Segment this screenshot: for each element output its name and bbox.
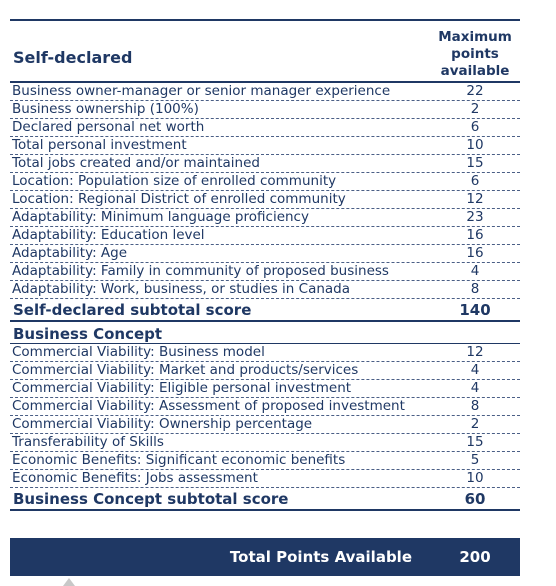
- criterion-label: Transferability of Skills: [12, 434, 164, 450]
- page-edge-triangle-icon: [63, 578, 75, 586]
- criterion-points: 4: [470, 380, 480, 396]
- table-row: Adaptability: Age 16: [10, 245, 520, 263]
- criterion-points: 6: [470, 119, 480, 135]
- subtotal-label: Business Concept subtotal score: [13, 490, 289, 508]
- business-concept-subtotal-row: Business Concept subtotal score 60: [10, 488, 520, 511]
- table-row: Business ownership (100%) 2: [10, 101, 520, 119]
- criterion-label: Adaptability: Minimum language proficien…: [12, 209, 309, 225]
- criterion-label: Location: Regional District of enrolled …: [12, 191, 346, 207]
- criterion-points: 2: [470, 101, 480, 117]
- table-row: Economic Benefits: Jobs assessment 10: [10, 470, 520, 488]
- criterion-points: 15: [466, 434, 484, 450]
- criterion-label: Total jobs created and/or maintained: [12, 155, 260, 171]
- table-row: Commercial Viability: Assessment of prop…: [10, 398, 520, 416]
- table-row: Commercial Viability: Market and product…: [10, 362, 520, 380]
- criterion-points: 22: [466, 83, 484, 99]
- criterion-label: Adaptability: Family in community of pro…: [12, 263, 389, 279]
- self-declared-subtotal-row: Self-declared subtotal score 140: [10, 299, 520, 322]
- criterion-points: 4: [470, 362, 480, 378]
- table-row: Adaptability: Minimum language proficien…: [10, 209, 520, 227]
- table-row: Commercial Viability: Eligible personal …: [10, 380, 520, 398]
- criterion-points: 12: [466, 191, 484, 207]
- criterion-points: 16: [466, 245, 484, 261]
- self-declared-heading: Self-declared: [13, 48, 133, 67]
- criterion-label: Economic Benefits: Jobs assessment: [12, 470, 258, 486]
- criterion-label: Commercial Viability: Market and product…: [12, 362, 359, 378]
- table-row: Location: Population size of enrolled co…: [10, 173, 520, 191]
- table-row: Total jobs created and/or maintained 15: [10, 155, 520, 173]
- self-declared-rows: Business owner-manager or senior manager…: [10, 83, 520, 299]
- table-row: Adaptability: Family in community of pro…: [10, 263, 520, 281]
- criterion-label: Commercial Viability: Assessment of prop…: [12, 398, 405, 414]
- table-row: Commercial Viability: Business model 12: [10, 344, 520, 362]
- table-row: Total personal investment 10: [10, 137, 520, 155]
- criterion-points: 5: [470, 452, 480, 468]
- table-row: Adaptability: Education level 16: [10, 227, 520, 245]
- criterion-label: Total personal investment: [12, 137, 187, 153]
- total-points-bar: Total Points Available 200: [10, 538, 520, 576]
- criterion-label: Adaptability: Age: [12, 245, 128, 261]
- top-rule: [10, 19, 520, 21]
- total-value: 200: [459, 548, 491, 566]
- table-row: Commercial Viability: Ownership percenta…: [10, 416, 520, 434]
- criterion-label: Commercial Viability: Ownership percenta…: [12, 416, 313, 432]
- max-points-header: Maximum points available: [430, 29, 520, 81]
- max-points-header-line: available: [440, 63, 510, 79]
- criterion-points: 8: [470, 281, 480, 297]
- table-row: Location: Regional District of enrolled …: [10, 191, 520, 209]
- criterion-points: 16: [466, 227, 484, 243]
- criterion-label: Commercial Viability: Eligible personal …: [12, 380, 352, 396]
- total-label: Total Points Available: [229, 548, 412, 566]
- criterion-label: Location: Population size of enrolled co…: [12, 173, 337, 189]
- table-row: Economic Benefits: Significant economic …: [10, 452, 520, 470]
- criterion-label: Declared personal net worth: [12, 119, 205, 135]
- criterion-label: Business ownership (100%): [12, 101, 199, 117]
- criterion-points: 6: [470, 173, 480, 189]
- subtotal-value: 60: [464, 490, 486, 508]
- max-points-header-line: points: [451, 46, 499, 62]
- criterion-points: 2: [470, 416, 480, 432]
- criterion-points: 10: [466, 470, 484, 486]
- criterion-label: Commercial Viability: Business model: [12, 344, 265, 360]
- table-row: Declared personal net worth 6: [10, 119, 520, 137]
- subtotal-value: 140: [459, 301, 491, 319]
- table-row: Adaptability: Work, business, or studies…: [10, 281, 520, 299]
- criterion-label: Adaptability: Education level: [12, 227, 205, 243]
- table-row: Business owner-manager or senior manager…: [10, 83, 520, 101]
- criterion-points: 4: [470, 263, 480, 279]
- criterion-label: Business owner-manager or senior manager…: [12, 83, 391, 99]
- criterion-label: Adaptability: Work, business, or studies…: [12, 281, 351, 297]
- max-points-header-line: Maximum: [438, 29, 512, 45]
- subtotal-label: Self-declared subtotal score: [13, 301, 252, 319]
- criterion-points: 8: [470, 398, 480, 414]
- criterion-points: 15: [466, 155, 484, 171]
- table-header: Self-declared Maximum points available: [10, 21, 520, 83]
- business-concept-rows: Commercial Viability: Business model 12 Co…: [10, 344, 520, 488]
- business-concept-heading: Business Concept: [10, 322, 520, 344]
- criterion-points: 23: [466, 209, 484, 225]
- criterion-points: 10: [466, 137, 484, 153]
- points-table: Self-declared Maximum points available B…: [10, 19, 520, 511]
- criterion-label: Economic Benefits: Significant economic …: [12, 452, 346, 468]
- criterion-points: 12: [466, 344, 484, 360]
- table-row: Transferability of Skills 15: [10, 434, 520, 452]
